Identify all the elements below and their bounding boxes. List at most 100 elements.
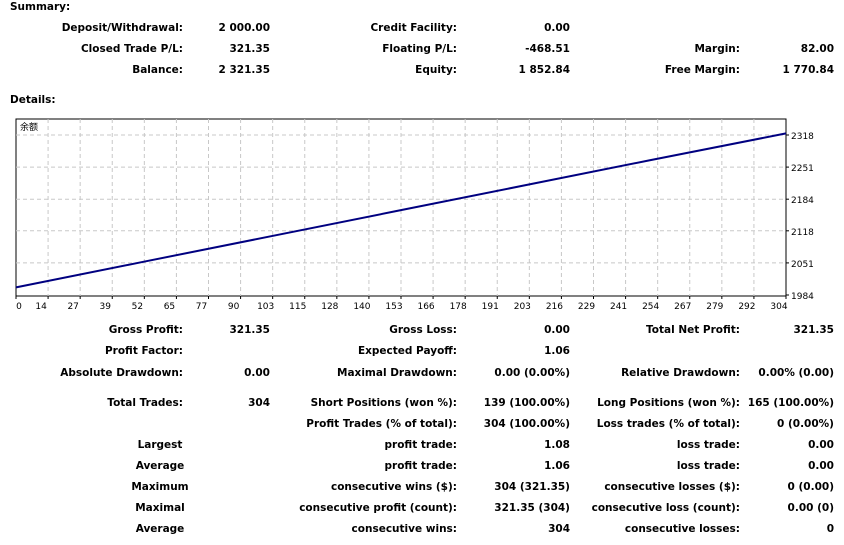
x-tick-label: 90	[228, 302, 240, 312]
stat-label: Profit Trades (% of total):	[306, 418, 457, 430]
stat-label: loss trade:	[676, 439, 740, 451]
stat-label: profit trade:	[384, 460, 458, 472]
x-tick-label: 203	[514, 302, 531, 312]
stat-value: 0 (0.00)	[787, 481, 834, 493]
stat-label: Closed Trade P/L:	[80, 43, 183, 55]
x-tick-label: 279	[706, 302, 723, 312]
balance-chart: 0 14 27 39 52 65 77 90 103 115 128 140 153 166 178 191 2…	[15, 118, 814, 312]
x-tick-label: 0	[16, 302, 22, 312]
stat-label: consecutive wins ($):	[330, 481, 457, 493]
details-title: Details:	[10, 94, 56, 106]
stat-label: Long Positions (won %):	[597, 397, 740, 409]
stat-value: 304 (321.35)	[494, 481, 570, 493]
stat-label: Deposit/Withdrawal:	[61, 22, 183, 34]
stat-value: 321.35	[229, 324, 270, 336]
stat-label: consecutive losses:	[624, 523, 740, 535]
stat-label: Maximal Drawdown:	[337, 367, 457, 379]
stat-label: Gross Loss:	[389, 324, 457, 336]
y-tick-label: 2251	[791, 164, 814, 174]
stat-label: profit trade:	[384, 439, 458, 451]
stat-value: 1.08	[544, 439, 570, 451]
stat-value: 0.00 (0)	[787, 502, 834, 514]
x-tick-label: 241	[610, 302, 627, 312]
y-tick-label: 1984	[791, 292, 814, 302]
stat-label: Average	[135, 523, 185, 535]
stat-label: Absolute Drawdown:	[60, 367, 183, 379]
stat-label: Margin:	[694, 43, 740, 55]
stat-label: Relative Drawdown:	[621, 367, 740, 379]
stat-label: loss trade:	[676, 460, 740, 472]
stat-value: 0	[826, 523, 834, 535]
x-tick-label: 229	[578, 302, 595, 312]
stat-value: 139 (100.00%)	[483, 397, 570, 409]
stat-value: 2 000.00	[218, 22, 270, 34]
stat-label: Average	[135, 460, 185, 472]
stat-value: 82.00	[800, 43, 834, 55]
y-tick-label: 2184	[791, 196, 814, 206]
stat-label: Total Net Profit:	[645, 324, 740, 336]
stat-value: 0.00	[244, 367, 270, 379]
x-tick-label: 292	[738, 302, 755, 312]
stat-value: 304	[548, 523, 570, 535]
x-tick-label: 166	[417, 302, 434, 312]
chart-title: 余额	[20, 121, 38, 133]
stat-label: Free Margin:	[664, 64, 740, 76]
x-tick-label: 103	[257, 302, 274, 312]
stat-label: Short Positions (won %):	[310, 397, 457, 409]
stat-label: consecutive losses ($):	[604, 481, 740, 493]
x-tick-label: 65	[164, 302, 175, 312]
x-tick-label: 267	[674, 302, 691, 312]
stat-value: 321.35 (304)	[494, 502, 570, 514]
x-tick-label: 52	[132, 302, 143, 312]
summary-title: Summary:	[10, 1, 71, 13]
stat-value: 321.35	[229, 43, 270, 55]
stat-value: 1.06	[544, 345, 570, 357]
stat-label: Equity:	[415, 64, 457, 76]
y-tick-label: 2051	[791, 260, 814, 270]
x-tick-label: 216	[546, 302, 563, 312]
balance-line	[15, 132, 787, 289]
x-tick-label: 39	[100, 302, 112, 312]
stat-value: 304 (100.00%)	[483, 418, 570, 430]
y-tick-label: 2118	[791, 228, 814, 238]
x-tick-label: 153	[385, 302, 402, 312]
stat-value: 1.06	[544, 460, 570, 472]
stat-label: Floating P/L:	[382, 43, 457, 55]
x-tick-label: 77	[196, 302, 207, 312]
x-tick-label: 191	[482, 302, 499, 312]
y-tick-label: 2318	[791, 132, 814, 142]
stat-value: 0.00	[544, 324, 570, 336]
x-tick-label: 27	[67, 302, 78, 312]
stat-label: Profit Factor:	[104, 345, 183, 357]
stat-value: 0.00	[808, 439, 834, 451]
stat-value: 2 321.35	[218, 64, 270, 76]
stat-value: 0.00% (0.00)	[758, 367, 834, 379]
stat-value: 165 (100.00%)	[747, 397, 834, 409]
stat-label: Maximal	[135, 502, 185, 514]
stat-label: Largest	[137, 439, 183, 451]
stat-value: 0 (0.00%)	[777, 418, 834, 430]
stat-label: consecutive profit (count):	[299, 502, 457, 514]
stat-label: Expected Payoff:	[357, 345, 457, 357]
stat-label: Balance:	[132, 64, 183, 76]
stat-label: consecutive wins:	[351, 523, 457, 535]
x-tick-label: 115	[289, 302, 306, 312]
stat-label: consecutive loss (count):	[591, 502, 740, 514]
x-tick-label: 14	[35, 302, 47, 312]
stat-label: Loss trades (% of total):	[596, 418, 740, 430]
x-tick-label: 254	[642, 302, 659, 312]
stat-value: 0.00	[808, 460, 834, 472]
stat-value: -468.51	[525, 43, 570, 55]
x-tick-label: 140	[353, 302, 370, 312]
stat-label: Total Trades:	[107, 397, 183, 409]
stat-label: Maximum	[131, 481, 189, 493]
x-tick-label: 128	[321, 302, 338, 312]
stat-label: Gross Profit:	[108, 324, 183, 336]
stat-value: 0.00 (0.00%)	[494, 367, 570, 379]
stat-value: 1 770.84	[782, 64, 834, 76]
stat-value: 304	[248, 397, 270, 409]
stat-value: 321.35	[793, 324, 834, 336]
stat-value: 1 852.84	[518, 64, 570, 76]
stat-label: Credit Facility:	[370, 22, 457, 34]
x-tick-label: 304	[770, 302, 787, 312]
